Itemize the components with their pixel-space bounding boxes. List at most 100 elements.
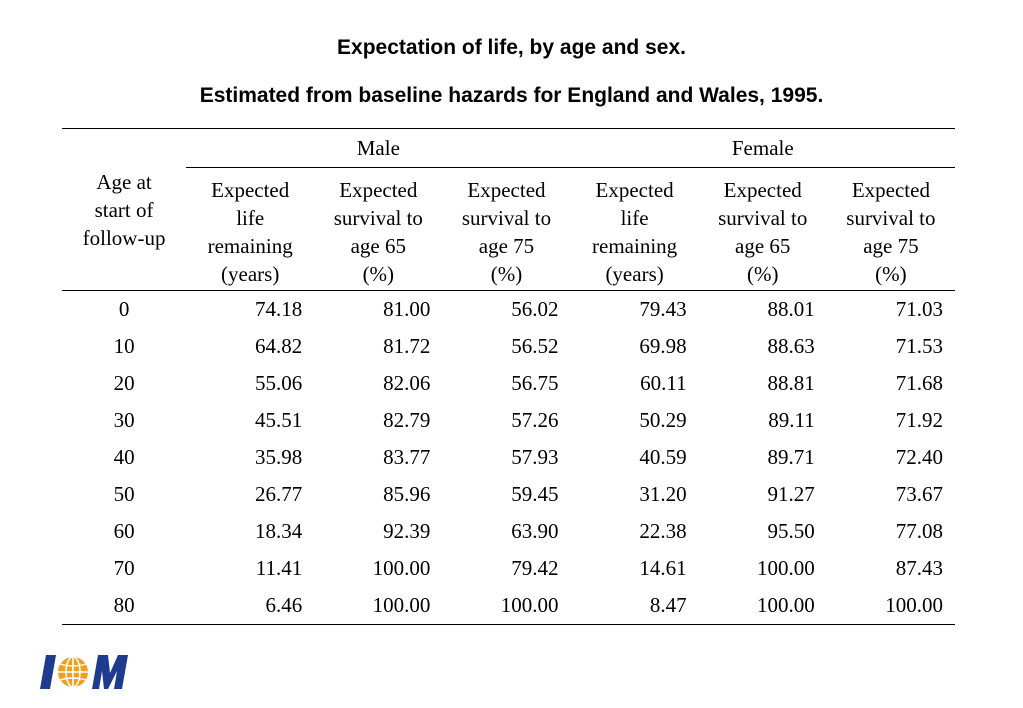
- table-body: 0 74.18 81.00 56.02 79.43 88.01 71.03 10 64.82 81…: [62, 291, 955, 625]
- value-cell: 87.43: [895, 556, 943, 580]
- value-cell: 63.90: [511, 519, 559, 543]
- value-cell: 64.82: [255, 334, 303, 358]
- column-header: Expected life remaining (years): [186, 167, 315, 291]
- value-cell: 100.00: [314, 587, 443, 625]
- value-cell: 56.75: [511, 371, 559, 395]
- value-cell: 89.11: [768, 408, 815, 432]
- column-header-line: remaining: [592, 234, 678, 258]
- value-cell: 91.27: [767, 482, 815, 506]
- value-cell: 57.26: [511, 408, 559, 432]
- value-cell: 6.46: [186, 587, 315, 625]
- column-header-line: age 75: [863, 234, 919, 258]
- table-row: 20 55.06 82.06 56.75 60.11 88.81 71.68: [62, 365, 955, 402]
- value-cell: 14.61: [639, 556, 687, 580]
- page-subtitle: Estimated from baseline hazards for Engl…: [199, 84, 824, 107]
- column-header-line: survival to: [718, 206, 808, 230]
- life-expectancy-table-container: Age at start of follow-up Male Female Ex…: [62, 128, 955, 625]
- value-cell: 88.81: [767, 371, 815, 395]
- value-cell: 81.72: [383, 334, 431, 358]
- column-header-line: life: [620, 206, 649, 230]
- column-header-line: age 75: [478, 234, 535, 258]
- value-cell: 69.98: [639, 334, 687, 358]
- value-cell: 88.63: [767, 334, 815, 358]
- column-header-line: (%): [362, 262, 395, 286]
- column-header-line: (%): [490, 262, 523, 286]
- table-row: 70 11.41 100.00 79.42 14.61 100.00 87.43: [62, 550, 955, 587]
- table-row: 50 26.77 85.96 59.45 31.20 91.27 73.67: [62, 476, 955, 513]
- column-header-line: life: [236, 206, 265, 230]
- age-cell: 20: [113, 371, 135, 395]
- value-cell: 40.59: [639, 445, 687, 469]
- column-header-line: survival to: [846, 206, 936, 230]
- logo-letter-i: [40, 655, 56, 689]
- value-cell: 88.01: [767, 297, 815, 321]
- table-row: 10 64.82 81.72 56.52 69.98 88.63 71.53: [62, 328, 955, 365]
- column-header-line: survival to: [461, 206, 552, 230]
- age-header-line: follow-up: [82, 225, 166, 250]
- column-header-line: Expected: [595, 178, 674, 202]
- value-cell: 74.18: [255, 297, 303, 321]
- value-cell: 56.52: [511, 334, 559, 358]
- value-cell: 31.20: [639, 482, 687, 506]
- column-header-line: remaining: [207, 234, 293, 258]
- value-cell: 26.77: [255, 482, 303, 506]
- value-cell: 79.42: [511, 556, 559, 580]
- column-header: Expected survival to age 65 (%): [314, 167, 443, 291]
- table-row: 0 74.18 81.00 56.02 79.43 88.01 71.03: [62, 291, 955, 329]
- column-header: Expected life remaining (years): [570, 167, 699, 291]
- value-cell: 57.93: [511, 445, 559, 469]
- value-cell: 100.00: [757, 556, 815, 580]
- value-cell: 95.50: [767, 519, 815, 543]
- value-cell: 85.96: [383, 482, 431, 506]
- value-cell: 55.06: [255, 371, 303, 395]
- value-cell: 35.98: [255, 445, 303, 469]
- age-column-header: Age at start of follow-up: [62, 128, 187, 291]
- value-cell: 82.06: [383, 371, 431, 395]
- table-row: 80 6.46 100.00 100.00 8.47 100.00 100.00: [62, 587, 955, 625]
- value-cell: 18.34: [255, 519, 303, 543]
- life-expectancy-table: Age at start of follow-up Male Female Ex…: [62, 128, 955, 625]
- value-cell: 11.41: [255, 556, 303, 580]
- column-header-line: (years): [605, 262, 664, 286]
- value-cell: 22.38: [639, 519, 687, 543]
- column-header: Expected survival to age 65 (%): [698, 167, 827, 291]
- age-cell: 50: [113, 482, 135, 506]
- value-cell: 73.67: [895, 482, 943, 506]
- age-cell: 40: [113, 445, 135, 469]
- age-header-line: start of: [94, 197, 154, 222]
- value-cell: 72.40: [895, 445, 943, 469]
- column-header-line: survival to: [333, 206, 423, 230]
- value-cell: 71.68: [895, 371, 943, 395]
- age-cell: 30: [113, 408, 135, 432]
- table-row: 40 35.98 83.77 57.93 40.59 89.71 72.40: [62, 439, 955, 476]
- value-cell: 59.45: [511, 482, 559, 506]
- globe-icon: [58, 656, 88, 688]
- value-cell: 81.00: [383, 297, 431, 321]
- value-cell: 60.11: [640, 371, 687, 395]
- column-header-line: (%): [746, 262, 779, 286]
- value-cell: 71.53: [895, 334, 943, 358]
- value-cell: 100.00: [698, 587, 827, 625]
- column-header-line: Expected: [851, 178, 930, 202]
- value-cell: 100.00: [442, 587, 571, 625]
- value-cell: 83.77: [383, 445, 431, 469]
- value-cell: 89.71: [767, 445, 815, 469]
- age-cell: 60: [113, 519, 135, 543]
- value-cell: 100.00: [372, 556, 431, 580]
- value-cell: 8.47: [570, 587, 699, 625]
- column-header-line: Expected: [339, 178, 418, 202]
- iom-logo: [40, 655, 128, 689]
- column-header-line: age 65: [350, 234, 407, 258]
- value-cell: 79.43: [639, 297, 687, 321]
- group-header-male: Male: [186, 128, 571, 168]
- value-cell: 56.02: [511, 297, 559, 321]
- page-title: Expectation of life, by age and sex.: [337, 36, 686, 59]
- value-cell: 71.03: [895, 297, 943, 321]
- age-cell: 80: [62, 587, 187, 625]
- column-header-line: Expected: [211, 178, 290, 202]
- group-header-female: Female: [570, 128, 955, 168]
- value-cell: 100.00: [826, 587, 955, 625]
- age-cell: 10: [113, 334, 135, 358]
- value-cell: 92.39: [383, 519, 431, 543]
- column-header-line: age 65: [735, 234, 791, 258]
